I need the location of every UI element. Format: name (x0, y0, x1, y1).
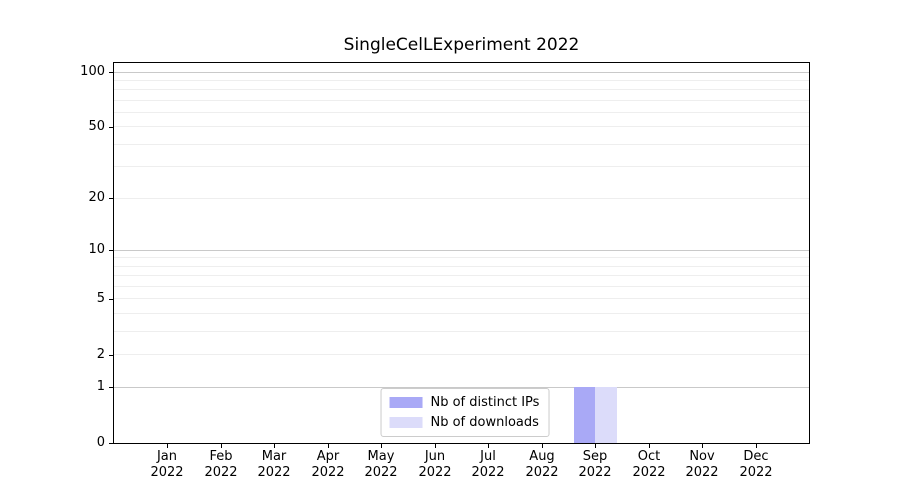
x-axis-tick (435, 444, 436, 448)
gridline-minor (114, 112, 809, 113)
y-axis-tick (109, 127, 113, 128)
x-tick-year: 2022 (150, 465, 184, 480)
y-tick-label: 10 (88, 242, 105, 257)
x-tick-month: Jun (424, 449, 446, 464)
gridline-minor (114, 166, 809, 167)
y-axis-tick (109, 443, 113, 444)
x-tick-label: Jun 2022 (407, 449, 463, 481)
x-axis-tick (488, 444, 489, 448)
x-tick-month: May (367, 449, 395, 464)
x-axis-tick (542, 444, 543, 448)
y-axis-tick (109, 72, 113, 73)
x-tick-label: Mar 2022 (246, 449, 302, 481)
x-tick-label: Nov 2022 (674, 449, 730, 481)
y-tick-label: 0 (96, 435, 105, 450)
legend-item-distinct-ips: Nb of distinct IPs (389, 395, 539, 410)
chart-title: SingleCelLExperiment 2022 (343, 35, 580, 55)
gridline-minor (114, 144, 809, 145)
x-tick-month: Apr (316, 449, 340, 464)
gridline-minor (114, 198, 809, 199)
x-tick-month: Aug (529, 449, 555, 464)
x-tick-year: 2022 (418, 465, 452, 480)
legend-label-distinct-ips: Nb of distinct IPs (430, 395, 540, 410)
y-tick-label: 20 (88, 190, 105, 205)
y-axis-tick (109, 355, 113, 356)
gridline-major (114, 387, 809, 388)
x-tick-month: Dec (743, 449, 769, 464)
x-tick-label: Oct 2022 (621, 449, 677, 481)
gridline-minor (114, 89, 809, 90)
x-tick-year: 2022 (578, 465, 612, 480)
gridline-major (114, 72, 809, 73)
y-tick-label: 50 (88, 119, 105, 134)
gridline-minor (114, 257, 809, 258)
x-axis-tick (702, 444, 703, 448)
gridline-minor (114, 286, 809, 287)
x-axis-tick (167, 444, 168, 448)
x-tick-month: Nov (689, 449, 715, 464)
x-tick-label: Jul 2022 (460, 449, 516, 481)
gridline-minor (114, 275, 809, 276)
x-axis-tick (381, 444, 382, 448)
x-tick-year: 2022 (471, 465, 505, 480)
y-tick-label: 1 (96, 379, 105, 394)
gridline-minor (114, 331, 809, 332)
gridline-minor (114, 298, 809, 299)
x-tick-month: Jul (480, 449, 496, 464)
x-axis-tick (595, 444, 596, 448)
gridline-minor (114, 100, 809, 101)
x-tick-year: 2022 (257, 465, 291, 480)
y-tick-label: 2 (96, 347, 105, 362)
y-axis-tick (109, 299, 113, 300)
gridline-minor (114, 354, 809, 355)
x-tick-month: Sep (582, 449, 608, 464)
plot-area: Nb of distinct IPs Nb of downloads (113, 62, 810, 444)
x-tick-year: 2022 (525, 465, 559, 480)
gridline-minor (114, 126, 809, 127)
x-tick-month: Oct (637, 449, 661, 464)
x-tick-year: 2022 (204, 465, 238, 480)
x-tick-label: Sep 2022 (567, 449, 623, 481)
x-tick-month: Mar (261, 449, 287, 464)
x-tick-month: Jan (156, 449, 178, 464)
y-axis-tick (109, 387, 113, 388)
x-tick-label: Dec 2022 (728, 449, 784, 481)
x-tick-year: 2022 (739, 465, 773, 480)
legend-label-downloads: Nb of downloads (430, 415, 539, 430)
x-tick-year: 2022 (364, 465, 398, 480)
x-axis-tick (221, 444, 222, 448)
y-axis-tick (109, 250, 113, 251)
x-tick-year: 2022 (685, 465, 719, 480)
x-axis-tick (274, 444, 275, 448)
distinct-ips-swatch (389, 397, 423, 408)
gridline-minor (114, 80, 809, 81)
y-tick-label: 100 (80, 64, 105, 79)
y-tick-label: 5 (96, 291, 105, 306)
x-axis-tick (649, 444, 650, 448)
gridline-major (114, 250, 809, 251)
x-tick-label: Aug 2022 (514, 449, 570, 481)
y-axis-tick (109, 198, 113, 199)
x-axis-tick (328, 444, 329, 448)
bar-distinct-ips (573, 387, 596, 443)
x-tick-label: Apr 2022 (300, 449, 356, 481)
gridline-minor (114, 313, 809, 314)
bar-downloads (595, 387, 617, 443)
x-tick-label: Feb 2022 (193, 449, 249, 481)
downloads-swatch (389, 417, 423, 428)
x-tick-year: 2022 (311, 465, 345, 480)
legend: Nb of distinct IPs Nb of downloads (380, 388, 550, 437)
legend-item-downloads: Nb of downloads (389, 415, 539, 430)
gridline-minor (114, 266, 809, 267)
x-tick-month: Feb (209, 449, 233, 464)
x-axis-tick (756, 444, 757, 448)
x-tick-year: 2022 (632, 465, 666, 480)
x-tick-label: May 2022 (353, 449, 409, 481)
x-tick-label: Jan 2022 (139, 449, 195, 481)
